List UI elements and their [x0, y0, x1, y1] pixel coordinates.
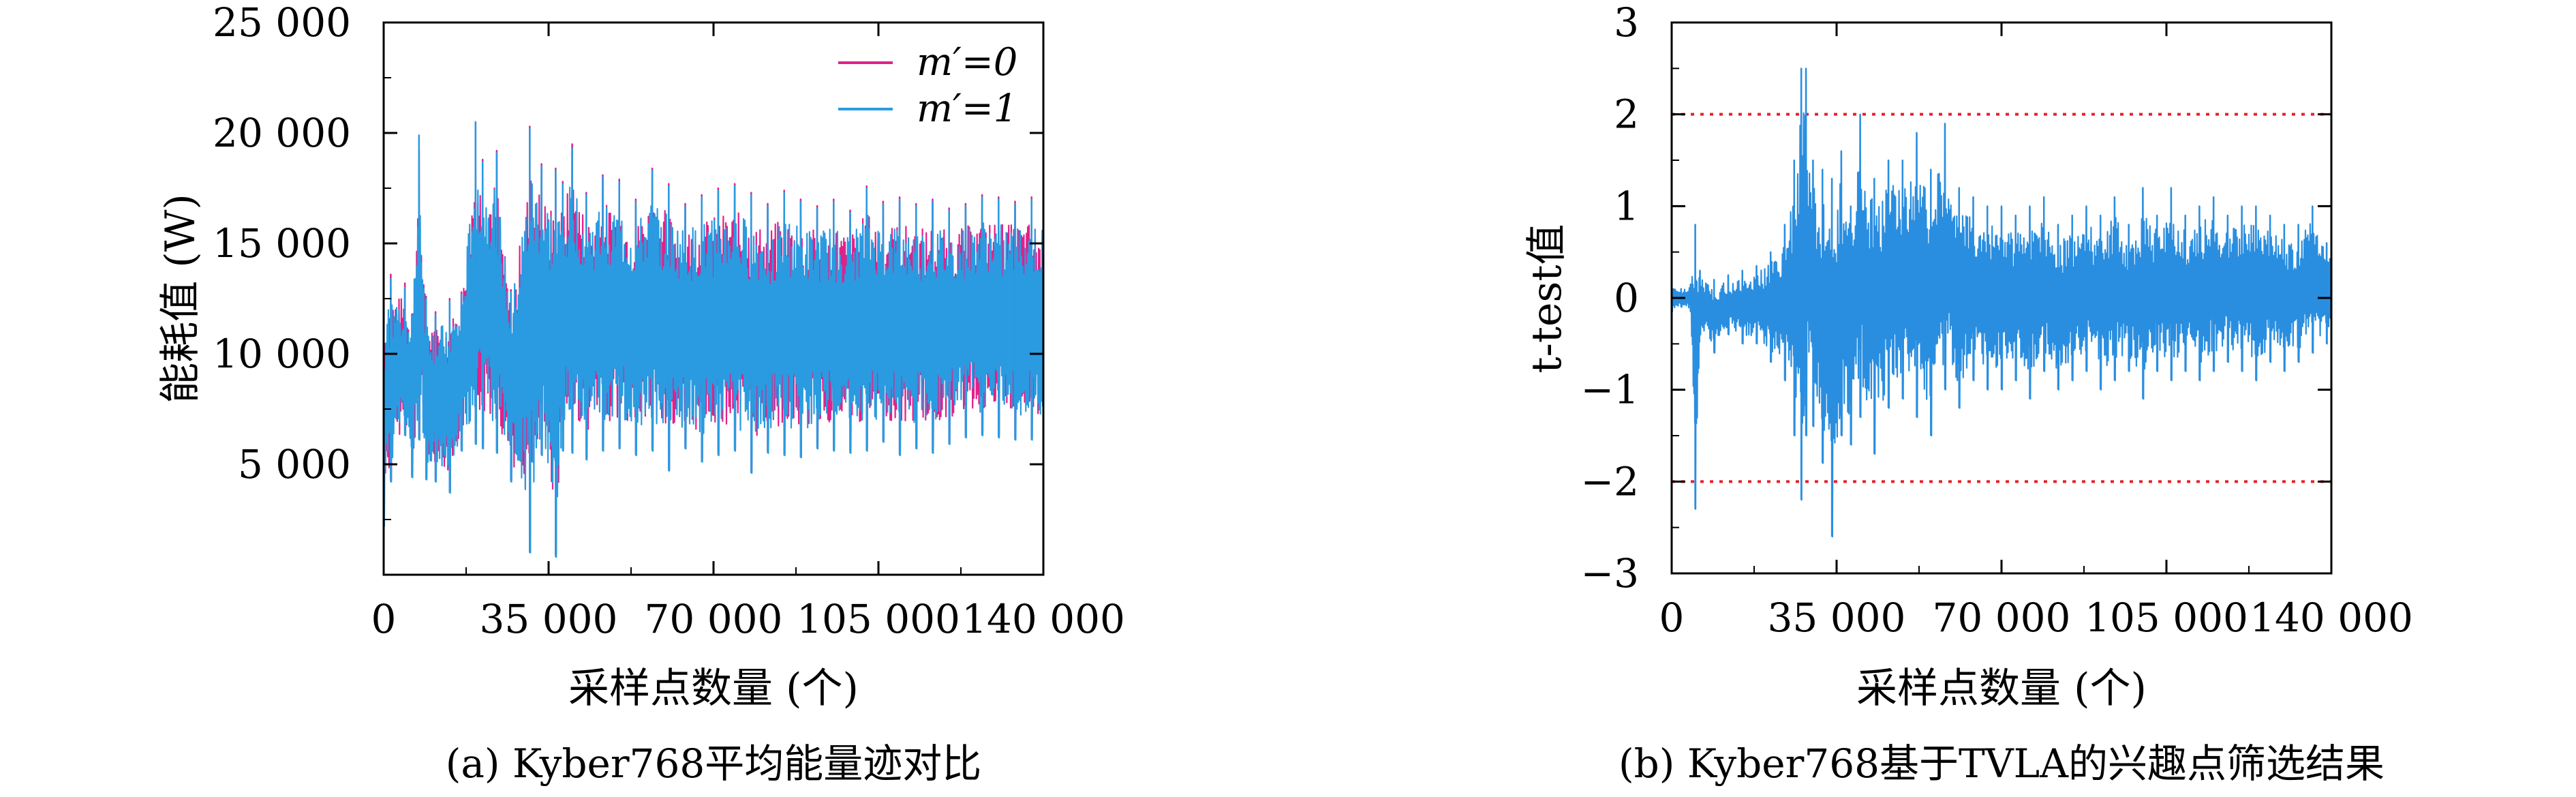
chart-b-ticks: 0 35 000 70 000 105 000 140 000 −3 −2 −1 0 1 2 3 [1581, 0, 2413, 641]
x-tick-label: 70 000 [1933, 595, 2071, 641]
caption-a: (a) Kyber768平均能量迹对比 [446, 740, 982, 787]
x-tick-label: 35 000 [480, 596, 618, 642]
series-b-0 [1670, 67, 2333, 538]
y-tick-label: 3 [1614, 0, 1639, 46]
chart-b-plot-area [1670, 67, 2333, 538]
y-tick-label: 0 [1614, 275, 1639, 321]
x-tick-label: 70 000 [645, 596, 783, 642]
chart-a-x-axis-title: 采样点数量 (个) [568, 665, 859, 712]
x-tick-label: 140 000 [2250, 595, 2413, 641]
legend-label-m0: m′=0 [917, 40, 1017, 85]
x-tick-label: 105 000 [2085, 595, 2248, 641]
y-tick-label: 2 [1614, 91, 1639, 138]
series-a-1 [382, 121, 1045, 558]
x-tick-label: 140 000 [962, 596, 1125, 642]
y-tick-label: 1 [1614, 183, 1639, 229]
y-tick-label: 25 000 [213, 0, 351, 46]
chart-average-power-traces: 0 35 000 70 000 105 000 140 000 5 000 10 000 15… [157, 0, 1125, 787]
legend-label-m1: m′=1 [917, 87, 1017, 131]
series-line [1670, 67, 2333, 538]
chart-a-plot-area [382, 121, 1045, 558]
x-tick-label: 0 [371, 596, 397, 642]
caption-b: (b) Kyber768基于TVLA的兴趣点筛选结果 [1619, 740, 2385, 787]
y-tick-label: 10 000 [213, 331, 351, 377]
y-tick-label: 15 000 [213, 220, 351, 267]
chart-a-ticks: 0 35 000 70 000 105 000 140 000 5 000 10 000 15… [213, 0, 1125, 642]
y-tick-label: −1 [1581, 367, 1640, 413]
y-tick-label: −3 [1581, 550, 1640, 597]
chart-b-y-axis-title: t-test值 [1523, 224, 1571, 374]
y-tick-label: 5 000 [238, 441, 351, 487]
chart-a-y-axis-title: 能耗值 (W) [157, 194, 204, 404]
y-tick-label: −2 [1581, 458, 1640, 505]
x-tick-label: 105 000 [797, 596, 960, 642]
y-tick-label: 20 000 [213, 110, 351, 156]
x-tick-label: 0 [1659, 595, 1685, 641]
chart-b-x-axis-title: 采样点数量 (个) [1856, 665, 2147, 712]
x-tick-label: 35 000 [1768, 595, 1906, 641]
chart-tvla-t-test: 0 35 000 70 000 105 000 140 000 −3 −2 −1 0 1 2 3 采样… [1523, 0, 2413, 787]
chart-a-legend: m′=0 m′=1 [838, 40, 1017, 131]
